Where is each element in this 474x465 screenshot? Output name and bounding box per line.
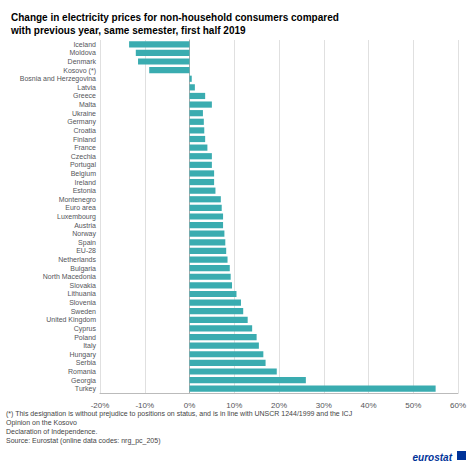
- svg-text:Luxembourg: Luxembourg: [57, 213, 96, 221]
- svg-text:Italy: Italy: [83, 342, 96, 350]
- svg-text:20%: 20%: [271, 401, 287, 410]
- svg-text:Kosovo (*): Kosovo (*): [63, 67, 96, 75]
- svg-text:Germany: Germany: [67, 118, 96, 126]
- svg-text:50%: 50%: [405, 401, 421, 410]
- svg-text:Opinion on the Kosovo: Opinion on the Kosovo: [6, 419, 77, 427]
- svg-text:eurostat: eurostat: [413, 452, 453, 463]
- svg-text:30%: 30%: [316, 401, 332, 410]
- svg-text:Bosnia and Herzegovina: Bosnia and Herzegovina: [20, 75, 96, 83]
- svg-text:(*) This designation is withou: (*) This designation is without prejudic…: [6, 410, 352, 418]
- svg-text:Turkey: Turkey: [75, 385, 97, 393]
- svg-text:Bulgaria: Bulgaria: [70, 265, 96, 273]
- svg-text:Estonia: Estonia: [73, 187, 96, 194]
- svg-text:North Macedonia: North Macedonia: [43, 273, 96, 280]
- svg-text:40%: 40%: [360, 401, 376, 410]
- svg-text:Finland: Finland: [73, 136, 96, 143]
- svg-text:Euro area: Euro area: [65, 204, 96, 211]
- svg-text:Belgium: Belgium: [71, 170, 96, 178]
- svg-text:France: France: [74, 144, 96, 151]
- svg-text:0%: 0%: [184, 401, 196, 410]
- svg-text:United Kingdom: United Kingdom: [46, 316, 96, 324]
- svg-text:-10%: -10%: [135, 401, 154, 410]
- svg-text:Spain: Spain: [78, 239, 96, 247]
- svg-text:Cyprus: Cyprus: [74, 325, 97, 333]
- svg-text:Ukraine: Ukraine: [72, 110, 96, 117]
- svg-text:Source: Eurostat (online data: Source: Eurostat (online data codes: nrg…: [6, 437, 161, 445]
- svg-text:Ireland: Ireland: [75, 179, 97, 186]
- svg-text:Romania: Romania: [68, 368, 96, 375]
- svg-text:-20%: -20%: [91, 401, 110, 410]
- svg-text:Slovakia: Slovakia: [70, 282, 97, 289]
- svg-text:Croatia: Croatia: [73, 127, 96, 134]
- svg-text:Moldova: Moldova: [70, 49, 97, 56]
- svg-text:Malta: Malta: [79, 101, 96, 108]
- svg-text:Denmark: Denmark: [68, 58, 97, 65]
- svg-text:Sweden: Sweden: [71, 308, 96, 315]
- svg-text:Slovenia: Slovenia: [69, 299, 96, 306]
- svg-text:with previous year, same semes: with previous year, same semester, first…: [10, 25, 246, 36]
- svg-text:10%: 10%: [226, 401, 242, 410]
- svg-text:Portugal: Portugal: [70, 161, 97, 169]
- svg-text:Austria: Austria: [74, 222, 96, 229]
- svg-text:60%: 60%: [450, 401, 466, 410]
- svg-text:Greece: Greece: [73, 92, 96, 99]
- svg-text:Iceland: Iceland: [73, 41, 96, 48]
- svg-text:Czechia: Czechia: [71, 153, 96, 160]
- svg-text:Lithuania: Lithuania: [68, 290, 97, 297]
- svg-text:Norway: Norway: [72, 230, 96, 238]
- svg-text:Serbia: Serbia: [76, 359, 96, 366]
- svg-text:Change in electricity prices f: Change in electricity prices for non-hou…: [11, 12, 339, 23]
- svg-text:Declaration of Independence.: Declaration of Independence.: [6, 428, 98, 436]
- svg-text:Georgia: Georgia: [71, 377, 96, 385]
- svg-text:Netherlands: Netherlands: [58, 256, 96, 263]
- svg-text:Montenegro: Montenegro: [59, 196, 96, 204]
- svg-text:Hungary: Hungary: [70, 351, 97, 359]
- svg-text:Poland: Poland: [74, 334, 96, 341]
- svg-text:EU-28: EU-28: [76, 247, 96, 254]
- svg-text:Latvia: Latvia: [77, 84, 96, 91]
